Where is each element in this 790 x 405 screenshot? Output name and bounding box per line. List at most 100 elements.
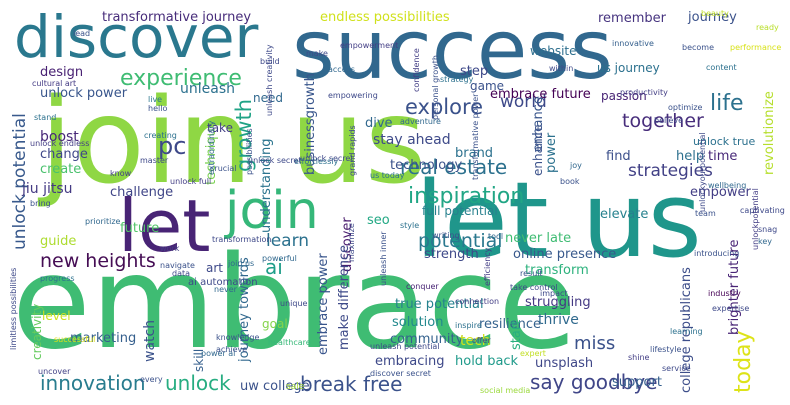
word: industry: [708, 289, 741, 298]
word: unlockyourpotential: [698, 132, 707, 212]
word: powerful: [262, 254, 297, 263]
word: life: [710, 91, 744, 116]
word: inspiration: [408, 184, 525, 209]
word: maximize: [347, 223, 356, 262]
word: empowering: [328, 91, 378, 100]
word: lifestyle: [650, 345, 682, 354]
word: stand: [34, 113, 57, 122]
word: stay ahead: [373, 132, 451, 148]
word: progress: [40, 274, 75, 283]
word: build: [260, 57, 280, 66]
word: understanding: [259, 138, 274, 233]
word: team: [695, 209, 716, 218]
word: connection: [455, 297, 500, 306]
word: power ai: [201, 349, 236, 358]
word: unleash potential: [370, 342, 440, 351]
word: art: [206, 261, 223, 275]
word: jiu jitsu: [22, 181, 73, 197]
word: new heights: [40, 250, 156, 272]
word: content: [706, 63, 737, 72]
word: world: [500, 92, 547, 112]
word: let: [118, 184, 211, 268]
word: join: [225, 181, 319, 241]
word: find: [606, 149, 631, 164]
word: know: [110, 169, 132, 178]
word: experience: [120, 66, 242, 91]
word: conquer: [406, 282, 439, 291]
word: limitless possibilities: [9, 267, 18, 350]
word: watch: [142, 319, 158, 362]
word: unlockpotential: [751, 188, 760, 250]
word: adventure: [400, 117, 441, 126]
word: elevate: [600, 207, 649, 222]
word: power: [544, 132, 559, 173]
word: unleash: [180, 81, 235, 97]
word: goal: [262, 317, 288, 331]
word: hold back: [455, 354, 519, 369]
word: unlock full: [170, 177, 212, 186]
word: learn: [266, 231, 310, 251]
word: solution: [392, 315, 444, 330]
word: today: [731, 330, 756, 393]
word: unlock: [165, 371, 231, 395]
word: performance: [730, 43, 782, 52]
word: take control: [510, 283, 558, 292]
word: game: [470, 79, 505, 93]
word: journey: [688, 10, 737, 25]
word: marketing: [70, 331, 137, 346]
word: access: [328, 65, 355, 74]
word: grand rapids: [348, 125, 357, 176]
word: bring: [30, 199, 51, 208]
word: possibilities: [245, 128, 254, 175]
word: cultural art: [32, 79, 77, 88]
word: online presence: [513, 247, 617, 262]
word: unlock secret: [300, 154, 354, 163]
word: ai automation: [188, 277, 258, 288]
word: let us: [415, 159, 702, 281]
word: passion: [601, 89, 647, 103]
word: never: [214, 285, 237, 294]
word: efficiency: [483, 247, 492, 286]
word: tool: [488, 232, 504, 241]
word: book: [560, 177, 580, 186]
word: uw college: [240, 379, 310, 394]
word: service: [662, 364, 691, 373]
word: say goodbye: [530, 370, 658, 394]
word: effortlessly: [294, 157, 339, 166]
word: boost: [40, 129, 79, 145]
word: revolutionize: [762, 91, 777, 175]
word: embracing: [375, 354, 445, 369]
word: strategies: [628, 161, 713, 181]
word: unique: [280, 299, 308, 308]
word: joy: [570, 161, 582, 170]
word: writing: [432, 231, 460, 240]
word: expert: [520, 349, 546, 358]
word: innovative: [612, 39, 654, 48]
word: work: [160, 244, 180, 253]
word: ready: [756, 23, 779, 32]
word: successful: [54, 335, 96, 344]
word: time: [708, 149, 738, 164]
word: lead: [73, 29, 91, 38]
word: level: [42, 309, 71, 323]
word: thrive: [538, 312, 579, 328]
word: us today: [370, 171, 405, 180]
word: change: [40, 147, 88, 162]
word: expertise: [712, 304, 750, 313]
word: unsplash: [535, 356, 594, 371]
word: discover: [14, 3, 259, 71]
word: offer: [472, 336, 491, 345]
word: sale: [286, 382, 305, 392]
word: live: [148, 95, 163, 104]
word: join us: [228, 259, 255, 268]
word: creativity: [30, 303, 44, 360]
word: never late: [505, 231, 572, 246]
word: unleash inner: [379, 231, 388, 286]
word: tech: [460, 333, 491, 349]
word: start: [509, 319, 524, 350]
word: help: [676, 149, 705, 164]
word: us journey: [597, 61, 660, 75]
word: miss: [574, 333, 616, 354]
word: crucial: [210, 164, 237, 173]
